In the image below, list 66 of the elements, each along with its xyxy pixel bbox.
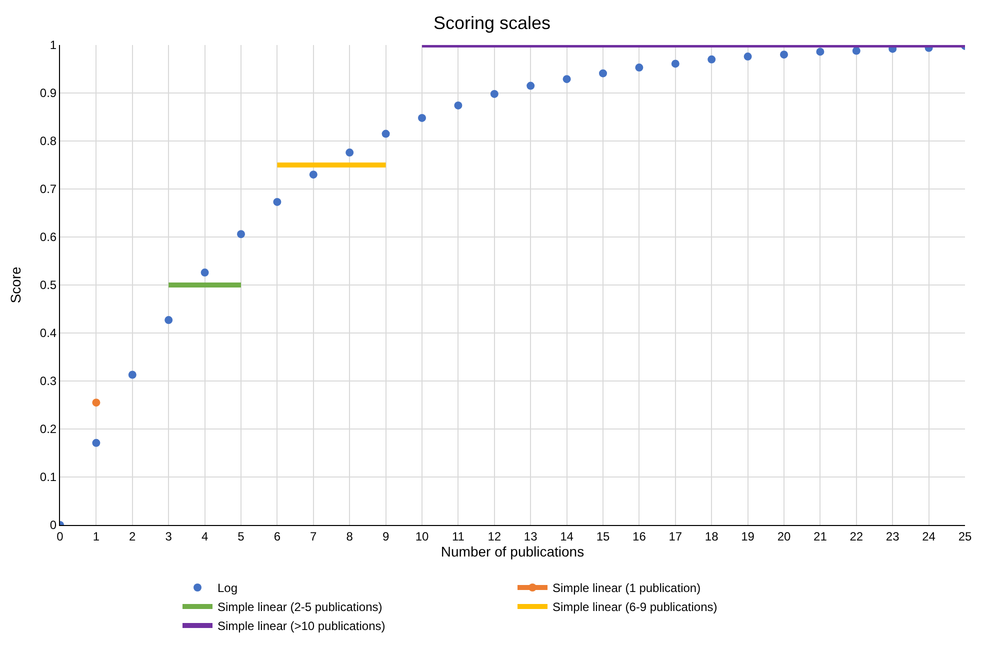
point [816, 48, 824, 56]
legend-label: Simple linear (6-9 publications) [552, 600, 718, 614]
point [562, 75, 571, 84]
point [671, 60, 680, 68]
point [490, 90, 498, 98]
y-tick-label: 0.5 [40, 278, 57, 292]
x-tick-label: 16 [632, 529, 646, 544]
y-tick-label: 0.3 [40, 374, 57, 388]
y-tick-label: 0.8 [40, 134, 57, 148]
x-tick-label: 7 [310, 529, 318, 544]
x-tick-label: 18 [704, 529, 719, 544]
point [852, 46, 860, 55]
x-tick-label: 2 [129, 529, 136, 544]
x-axis-title: Number of publications [440, 544, 584, 560]
x-tick-label: 5 [238, 529, 245, 544]
point [744, 52, 752, 61]
x-tick-label: 4 [201, 529, 208, 544]
x-tick-label: 6 [274, 529, 281, 544]
legend-label: Log [218, 581, 238, 596]
point [346, 148, 354, 157]
point [454, 101, 462, 110]
point [309, 170, 318, 179]
x-tick-label: 23 [886, 529, 900, 544]
point [92, 438, 100, 447]
point [237, 230, 245, 238]
x-tick-label: 21 [814, 529, 828, 544]
x-tick-label: 25 [958, 529, 972, 544]
x-tick-label: 19 [741, 529, 755, 544]
x-tick-label: 1 [92, 529, 100, 544]
y-tick-label: 0.4 [40, 326, 57, 340]
y-tick-label: 0.2 [40, 422, 57, 436]
point [708, 55, 716, 64]
y-tick-label: 0.1 [40, 470, 57, 484]
x-tick-label: 3 [165, 529, 172, 544]
legend-label: Simple linear (>10 publications) [218, 619, 386, 634]
x-tick-label: 20 [777, 529, 791, 544]
y-tick-label: 1 [50, 38, 57, 52]
legend-label: Simple linear (1 publication) [552, 581, 701, 596]
x-tick-label: 14 [560, 529, 574, 544]
x-tick-label: 12 [488, 529, 502, 544]
x-tick-label: 17 [668, 529, 682, 544]
y-tick-label: 0.6 [40, 230, 57, 244]
y-axis-title: Score [8, 266, 24, 304]
x-tick-label: 9 [382, 529, 390, 544]
x-tick-label: 13 [524, 529, 538, 544]
x-tick-label: 10 [415, 529, 429, 544]
point [273, 198, 282, 206]
point [418, 114, 426, 122]
chart-title: Scoring scales [433, 12, 551, 33]
x-tick-label: 11 [452, 529, 465, 544]
legend-label: Simple linear (2-5 publications) [218, 600, 382, 614]
point [526, 82, 535, 90]
point [635, 64, 644, 72]
point [200, 268, 209, 277]
point [128, 370, 136, 379]
y-tick-label: 0.7 [40, 182, 57, 196]
x-tick-label: 15 [596, 529, 610, 544]
point [599, 69, 607, 78]
point [780, 50, 788, 59]
point [164, 316, 173, 324]
point [382, 130, 390, 138]
x-tick-label: 22 [850, 529, 864, 544]
y-tick-label: 0.9 [40, 86, 57, 100]
y-tick-label: 0 [50, 518, 57, 532]
x-tick-label: 8 [346, 529, 354, 544]
x-tick-label: 24 [922, 529, 936, 544]
